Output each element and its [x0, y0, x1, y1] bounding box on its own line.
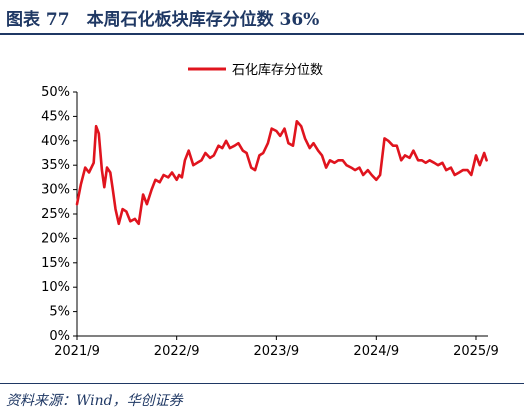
header-divider: [0, 33, 524, 35]
y-tick-label: 10%: [41, 280, 70, 295]
legend-label: 石化库存分位数: [232, 62, 323, 78]
y-tick-label: 5%: [49, 305, 70, 320]
y-tick-label: 45%: [41, 109, 70, 124]
x-axis: 2021/9 2022/9 2023/9 2024/9 2025/9: [54, 335, 499, 359]
y-tick-label: 25%: [41, 207, 70, 222]
y-tick-label: 0%: [49, 329, 70, 344]
y-tick-label: 40%: [41, 134, 70, 149]
x-tick-label: 2023/9: [253, 344, 299, 359]
y-tick-label: 15%: [41, 256, 70, 271]
series-layer: [75, 120, 488, 226]
source-note: 资料来源：Wind，华创证券: [6, 393, 183, 409]
x-tick-label: 2025/9: [453, 344, 499, 359]
x-tick-label: 2021/9: [54, 344, 100, 359]
figure-header: 图表 77 本周石化板块库存分位数 36%: [0, 0, 524, 35]
x-tick-label: 2024/9: [353, 344, 399, 359]
line-chart: 石化库存分位数 0%5%10%15%20%25%30%35%40%45%50% …: [41, 62, 499, 359]
y-tick-label: 20%: [41, 231, 70, 246]
footer-divider: [0, 383, 524, 384]
figure-title: 图表 77 本周石化板块库存分位数 36%: [6, 10, 320, 30]
y-tick-label: 35%: [41, 158, 70, 173]
y-tick-label: 30%: [41, 183, 70, 198]
y-axis: 0% 5% 10% 15% 20% 25% 30% 35% 40% 45% 50%: [41, 85, 78, 344]
y-tick-label: 50%: [41, 85, 70, 100]
series-line: [75, 120, 488, 226]
chart-legend: 石化库存分位数: [188, 62, 323, 78]
x-tick-label: 2022/9: [154, 344, 200, 359]
